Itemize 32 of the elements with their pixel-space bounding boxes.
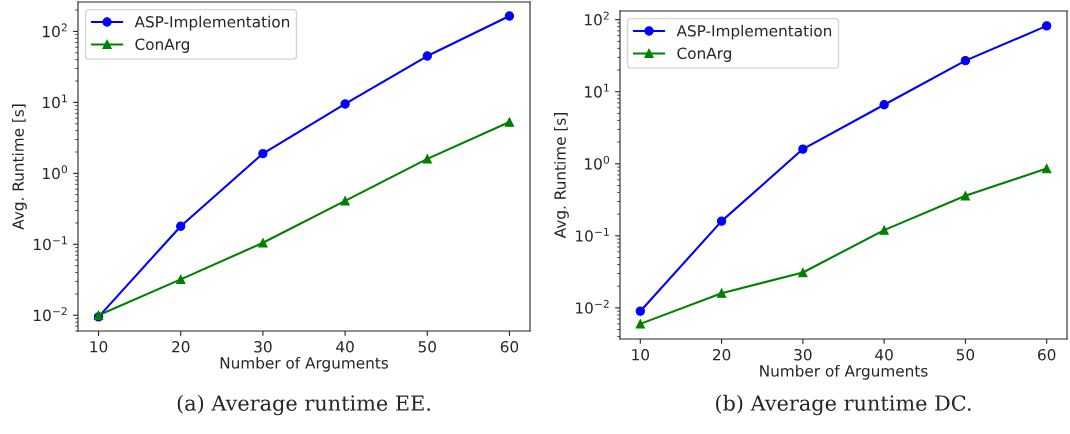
x-axis-title: Number of Arguments (760, 364, 928, 380)
text: (a) Average runtime EE. (177, 394, 430, 416)
x-tick-label: 50 (956, 348, 975, 361)
x-axis-title: Number of Arguments (220, 356, 389, 372)
legend-label: ConArg (677, 47, 731, 62)
y-tick-label: 10$^{1}$ (43, 94, 67, 109)
y-tick-label: 10$^{−2}$ (34, 307, 67, 322)
y-tick-label: 10$^{−2}$ (576, 299, 609, 314)
x-tick-label: 60 (1038, 348, 1056, 361)
x-tick-label: 40 (336, 340, 354, 353)
y-tick-label: 10$^{−1}$ (576, 227, 609, 242)
y-tick-label: 10$^{2}$ (43, 23, 67, 38)
x-tick-label: 60 (500, 340, 519, 353)
x-tick-label: 20 (172, 340, 190, 353)
legend-label: ConArg (135, 38, 189, 53)
x-tick-label: 10 (632, 348, 650, 361)
x-tick-label: 10 (90, 340, 108, 353)
y-tick-label: 10$^{0}$ (585, 155, 610, 170)
y-axis-title: Avg. Runtime [s] (554, 113, 569, 239)
text: (b) Average runtime DC. (716, 394, 971, 416)
y-tick-label: 10$^{−1}$ (34, 236, 67, 251)
y-axis-title: Avg. Runtime [s] (12, 104, 27, 230)
legend-label: ASP-Implementation (134, 15, 290, 31)
x-tick-label: 30 (794, 348, 812, 361)
y-tick-label: 10$^{0}$ (43, 165, 68, 180)
x-tick-label: 40 (875, 348, 893, 361)
legend-label: ASP-Implementation (676, 24, 832, 40)
x-tick-label: 30 (254, 340, 272, 353)
y-tick-label: 10$^{2}$ (585, 11, 609, 26)
y-tick-label: 10$^{1}$ (585, 83, 609, 98)
x-tick-label: 20 (712, 348, 731, 361)
x-tick-label: 50 (418, 340, 436, 353)
